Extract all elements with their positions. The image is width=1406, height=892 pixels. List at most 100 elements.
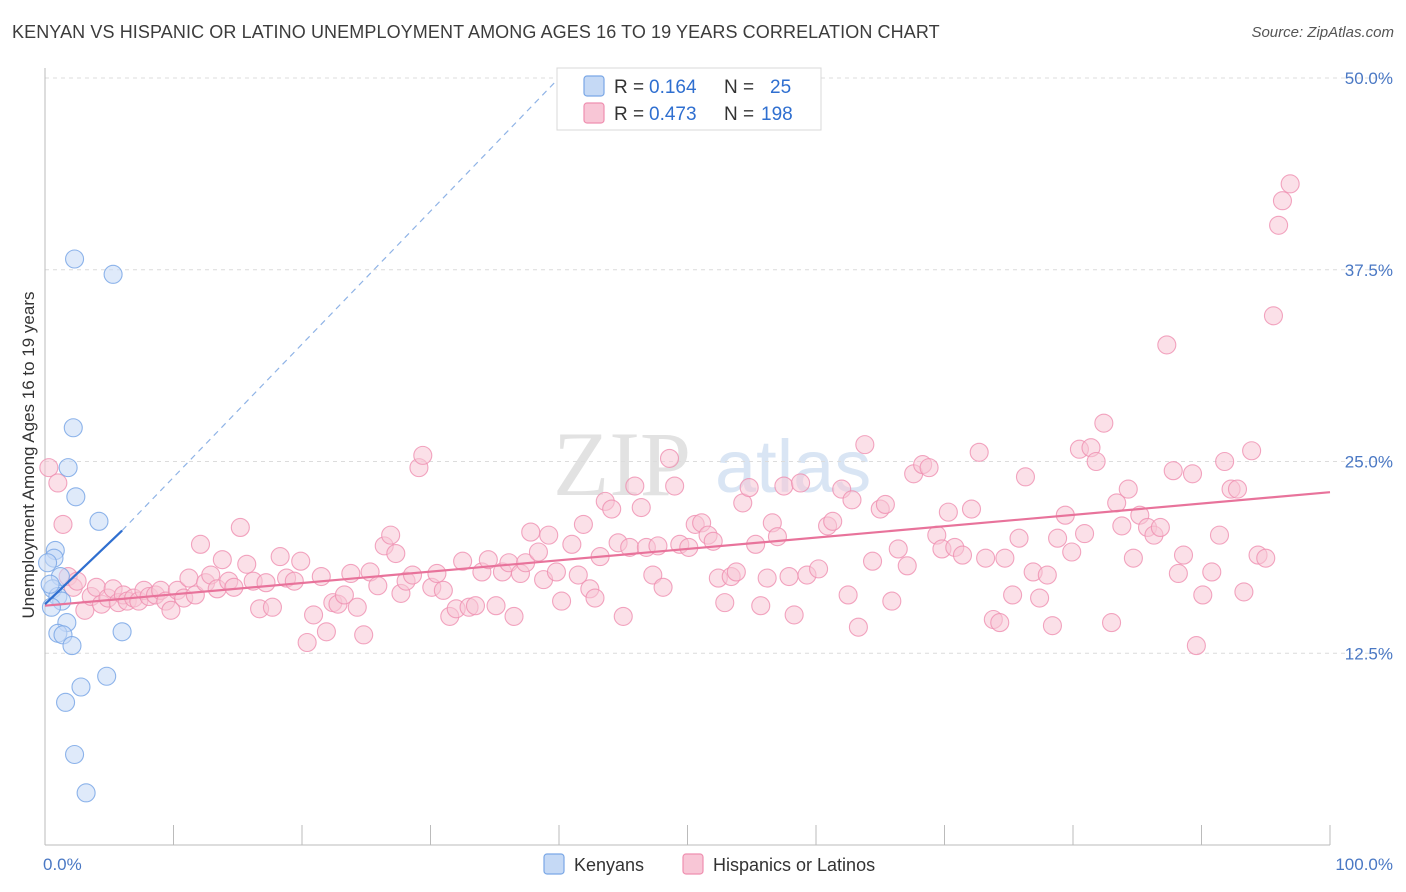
kenyan-point — [71, 677, 91, 697]
hispanic-point — [757, 568, 777, 588]
y-tick-labels: 12.5% 25.0% 37.5% 50.0% — [1345, 69, 1393, 663]
hispanic-point — [1009, 528, 1029, 548]
hispanic-point — [1075, 524, 1095, 544]
hispanic-point — [161, 600, 181, 620]
hispanic-point — [1263, 306, 1284, 326]
hispanic-point — [270, 547, 290, 567]
hispanic-n-label: N = — [724, 104, 754, 125]
y-tick-label: 12.5% — [1345, 644, 1393, 663]
hispanic-point — [1209, 525, 1230, 545]
hispanic-point — [779, 566, 799, 587]
kenyan-point — [97, 666, 117, 686]
hispanic-point — [1094, 413, 1114, 433]
hispanic-point — [1102, 613, 1122, 633]
hispanic-point — [585, 588, 605, 608]
kenyan-n-label: N = — [724, 77, 754, 98]
x-tick-label: 100.0% — [1335, 855, 1393, 874]
kenyan-point — [41, 597, 61, 617]
hispanic-point — [465, 596, 486, 616]
hispanic-point — [546, 562, 566, 582]
hispanic-point — [1037, 565, 1057, 585]
hispanic-point — [1163, 461, 1183, 481]
x-tick-label: 0.0% — [43, 855, 82, 874]
hispanic-point — [486, 596, 506, 616]
hispanic-point — [1062, 542, 1082, 562]
hispanic-point — [552, 591, 572, 611]
hispanic-point — [726, 562, 746, 582]
hispanic-point — [1123, 548, 1143, 568]
y-tick-label: 25.0% — [1345, 453, 1393, 472]
hispanic-point — [284, 571, 304, 591]
hispanic-point — [1269, 215, 1289, 235]
hispanic-point — [256, 573, 276, 593]
hispanic-point — [413, 445, 433, 465]
hispanic-point — [1168, 563, 1188, 584]
hispanic-point — [1256, 548, 1276, 568]
hispanic-point — [823, 511, 843, 531]
hispanic-point — [602, 499, 622, 519]
hispanic-point — [665, 476, 685, 496]
chart-source: Source: ZipAtlas.com — [1251, 24, 1394, 41]
hispanic-point — [1186, 636, 1206, 656]
hispanic-point — [1048, 528, 1068, 548]
hispanic-point — [1015, 467, 1036, 487]
hispanic-point — [774, 476, 794, 496]
hispanic-point — [1215, 451, 1235, 472]
y-tick-label: 50.0% — [1345, 69, 1393, 88]
hispanic-point — [304, 605, 324, 625]
hispanic-point — [952, 545, 973, 565]
hispanic-point — [976, 548, 996, 568]
hispanic-n-value: 198 — [761, 104, 793, 125]
kenyan-point — [89, 511, 109, 531]
kenyan-trend-line — [44, 529, 123, 605]
kenyan-n-value: 25 — [770, 77, 791, 98]
hispanic-point — [316, 622, 336, 642]
hispanic-point — [224, 577, 244, 597]
hispanic-point — [875, 494, 895, 515]
kenyan-r-value: 0.164 — [649, 77, 697, 98]
kenyan-point — [65, 744, 85, 765]
hispanic-point — [1202, 562, 1222, 582]
hispanic-point — [237, 554, 257, 574]
hispanic-point — [767, 527, 788, 547]
trend-lines — [44, 77, 1331, 607]
kenyan-point — [56, 692, 76, 712]
kenyan-series-swatch — [543, 853, 565, 875]
hispanic-point — [1112, 516, 1132, 536]
hispanic-point — [528, 542, 548, 562]
hispanic-point — [39, 458, 59, 478]
kenyan-series-label: Kenyans — [574, 855, 644, 875]
hispanic-point — [882, 591, 902, 611]
hispanic-point — [291, 551, 311, 571]
hispanic-point — [1118, 479, 1138, 499]
hispanic-point — [453, 551, 473, 571]
hispanic-points — [39, 174, 1300, 656]
chart-title: KENYAN VS HISPANIC OR LATINO UNEMPLOYMEN… — [12, 22, 940, 42]
hispanic-point — [969, 442, 989, 462]
hispanic-point — [855, 435, 875, 455]
hispanic-point — [961, 499, 982, 519]
hispanic-point — [1003, 585, 1023, 605]
kenyan-point — [62, 636, 82, 656]
hispanic-point — [230, 517, 250, 538]
hispanic-point — [888, 539, 908, 559]
hispanic-point — [427, 563, 447, 584]
kenyan-point — [65, 249, 85, 269]
hispanic-point — [897, 556, 917, 576]
hispanic-point — [919, 458, 939, 478]
hispanic-point — [179, 568, 199, 588]
hispanic-point — [1173, 545, 1194, 565]
y-tick-label: 37.5% — [1345, 261, 1393, 280]
hispanic-point — [938, 502, 958, 522]
hispanic-legend-swatch — [583, 102, 605, 124]
hispanic-point — [1157, 335, 1177, 355]
hispanic-point — [53, 514, 73, 534]
kenyan-point — [58, 458, 78, 478]
hispanic-point — [381, 525, 401, 545]
hispanic-point — [848, 617, 868, 637]
kenyan-point — [103, 264, 123, 284]
kenyan-point — [40, 574, 60, 594]
x-tick-labels: 0.0% 100.0% — [43, 855, 1393, 874]
kenyan-point — [66, 487, 86, 507]
